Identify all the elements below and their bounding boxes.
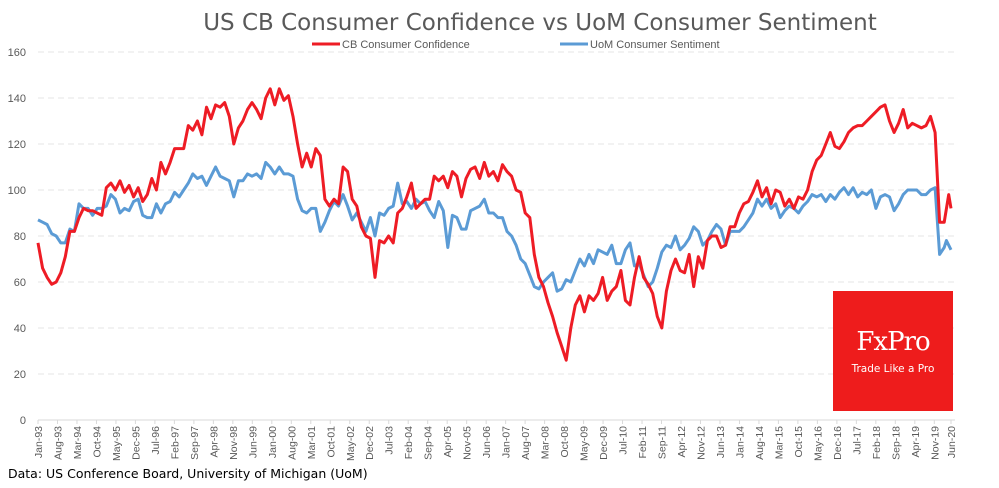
x-tick-label: Oct-94 xyxy=(91,426,103,458)
legend: CB Consumer Confidence UoM Consumer Sent… xyxy=(312,39,720,51)
x-tick-label: Feb-18 xyxy=(871,426,883,459)
x-tick-label: Dec-09 xyxy=(598,426,610,460)
x-tick-label: Jul-03 xyxy=(384,426,396,455)
x-tick-label: Aug-00 xyxy=(286,426,298,460)
logo-tagline: Trade Like a Pro xyxy=(851,363,935,375)
x-tick-label: Oct-15 xyxy=(793,426,805,458)
y-axis: 0 20 40 60 80 100 120 140 160 xyxy=(8,47,26,427)
source-note: Data: US Conference Board, University of… xyxy=(8,466,368,481)
gridlines xyxy=(38,51,955,421)
y-tick-label: 80 xyxy=(14,231,26,243)
x-tick-label: Feb-04 xyxy=(403,426,415,459)
x-tick-label: Nov-19 xyxy=(929,426,941,460)
x-tick-label: Apr-98 xyxy=(208,426,220,458)
x-tick-label: Nov-98 xyxy=(228,426,240,460)
x-tick-label: Jan-14 xyxy=(734,426,746,458)
legend-label-cb: CB Consumer Confidence xyxy=(342,39,470,51)
x-tick-label: Nov-05 xyxy=(462,426,474,460)
x-tick-label: May-09 xyxy=(579,426,591,461)
x-tick-label: Sep-04 xyxy=(423,426,435,460)
x-tick-label: May-95 xyxy=(111,426,123,461)
y-tick-label: 140 xyxy=(8,93,26,105)
x-tick-label: Jul-10 xyxy=(618,426,630,455)
x-tick-label: Jun-99 xyxy=(247,426,259,458)
x-tick-label: Dec-16 xyxy=(832,426,844,460)
x-tick-label: Jul-17 xyxy=(851,426,863,455)
x-tick-label: May-16 xyxy=(812,426,824,461)
legend-label-uom: UoM Consumer Sentiment xyxy=(590,39,720,51)
x-tick-label: Feb-11 xyxy=(637,426,649,459)
chart-title: US CB Consumer Confidence vs UoM Consume… xyxy=(203,10,877,36)
x-tick-label: Jan-07 xyxy=(501,426,513,458)
x-tick-label: Mar-15 xyxy=(773,426,785,459)
x-tick-label: Dec-02 xyxy=(364,426,376,460)
fxpro-logo: FxPro Trade Like a Pro xyxy=(833,291,953,411)
x-tick-label: Jun-06 xyxy=(481,426,493,458)
x-tick-label: Mar-01 xyxy=(306,426,318,459)
series-lines xyxy=(36,87,953,362)
x-tick-label: Jan-93 xyxy=(33,426,45,458)
series-line-cb-consumer-confidence xyxy=(36,87,953,362)
series-line-uom-consumer-sentiment xyxy=(37,160,953,293)
x-tick-label: Oct-01 xyxy=(325,426,337,458)
x-tick-label: Mar-08 xyxy=(540,426,552,459)
x-tick-label: May-02 xyxy=(345,426,357,461)
x-tick-label: Apr-05 xyxy=(442,426,454,458)
y-tick-label: 20 xyxy=(14,369,26,381)
y-tick-label: 60 xyxy=(14,277,26,289)
x-tick-label: Oct-08 xyxy=(559,426,571,458)
x-tick-label: Jan-00 xyxy=(267,426,279,458)
x-tick-label: Sep-18 xyxy=(890,426,902,460)
logo-brand: FxPro xyxy=(856,327,930,357)
x-axis: Jan-93 Aug-93 Mar-94 Oct-94 May-95 Dec-95 Jul-… xyxy=(33,420,958,461)
x-tick-label: Nov-12 xyxy=(695,426,707,460)
y-tick-label: 100 xyxy=(8,185,26,197)
y-tick-label: 160 xyxy=(8,47,26,59)
x-tick-label: Aug-07 xyxy=(520,426,532,460)
x-tick-label: Aug-14 xyxy=(754,426,766,460)
x-tick-label: Sep-97 xyxy=(189,426,201,460)
x-tick-label: Mar-94 xyxy=(72,426,84,459)
x-tick-label: Apr-12 xyxy=(676,426,688,458)
x-tick-label: Aug-93 xyxy=(52,426,64,460)
x-tick-label: Jun-20 xyxy=(946,426,958,458)
y-tick-label: 120 xyxy=(8,139,26,151)
x-tick-label: Sep-11 xyxy=(657,426,669,459)
x-tick-label: Jun-13 xyxy=(715,426,727,458)
x-tick-label: Apr-19 xyxy=(910,426,922,458)
y-tick-label: 0 xyxy=(20,415,26,427)
x-tick-label: Dec-95 xyxy=(130,426,142,460)
y-tick-label: 40 xyxy=(14,323,26,335)
x-tick-label: Jul-96 xyxy=(150,426,162,455)
x-tick-label: Feb-97 xyxy=(169,426,181,459)
